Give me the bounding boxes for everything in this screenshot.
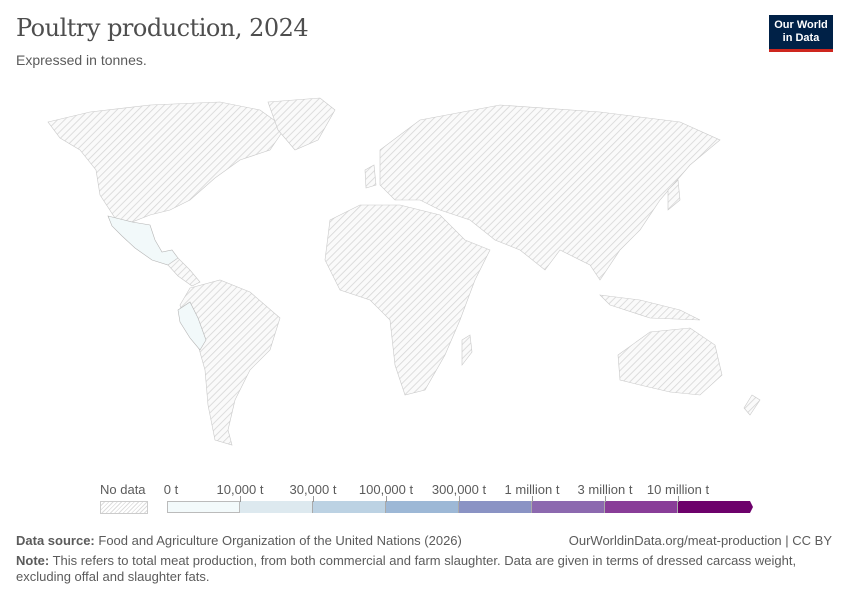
legend-label: 0 t [163,482,179,497]
north-america[interactable] [47,101,286,223]
note: Note: This refers to total meat producti… [16,553,816,585]
owid-logo[interactable]: Our World in Data [769,15,833,52]
legend-label: 300,000 t [431,482,487,497]
legend-tick [678,496,679,502]
indonesia[interactable] [599,294,701,321]
note-label: Note: [16,553,50,568]
legend-bin[interactable] [240,501,313,513]
legend-label: 3 million t [577,482,633,497]
legend-bin[interactable] [313,501,386,513]
source-url[interactable]: OurWorldinData.org/meat-production | CC … [568,533,832,548]
europe-asia[interactable] [379,104,721,281]
source-text[interactable]: Food and Agriculture Organization of the… [98,533,462,548]
legend-bin[interactable] [678,501,745,513]
peru[interactable] [177,301,207,351]
page-subtitle: Expressed in tonnes. [16,52,147,68]
legend-bin[interactable] [459,501,532,513]
legend-tick [459,496,460,502]
legend-tick [386,496,387,502]
madagascar[interactable] [461,334,473,366]
greenland[interactable] [267,97,336,151]
legend-bin[interactable] [605,501,678,513]
note-text: This refers to total meat production, fr… [16,553,797,584]
world-map [47,97,761,446]
data-source: Data source: Food and Agriculture Organi… [16,533,462,548]
page-title: Poultry production, 2024 [16,14,309,42]
source-label: Data source: [16,533,95,548]
legend-label: 1 million t [504,482,560,497]
legend-no-data-label: No data [100,482,146,497]
central-america[interactable] [167,257,201,287]
legend-tick [313,496,314,502]
legend-bin[interactable] [532,501,605,513]
legend-tick [605,496,606,502]
uk[interactable] [364,164,377,189]
legend-bin[interactable] [167,501,240,513]
japan[interactable] [667,179,681,211]
legend-arrow-icon [745,501,753,513]
legend-label: 10 million t [646,482,710,497]
africa[interactable] [324,204,491,396]
legend-label: 100,000 t [358,482,414,497]
new-zealand[interactable] [743,394,761,416]
legend-label: 30,000 t [289,482,337,497]
legend-tick [240,496,241,502]
mexico[interactable] [107,215,179,266]
south-america[interactable] [179,279,281,446]
legend-no-data-swatch[interactable] [100,501,148,514]
legend-label: 10,000 t [216,482,264,497]
legend-tick [532,496,533,502]
legend-bin[interactable] [386,501,459,513]
australia[interactable] [617,327,723,396]
